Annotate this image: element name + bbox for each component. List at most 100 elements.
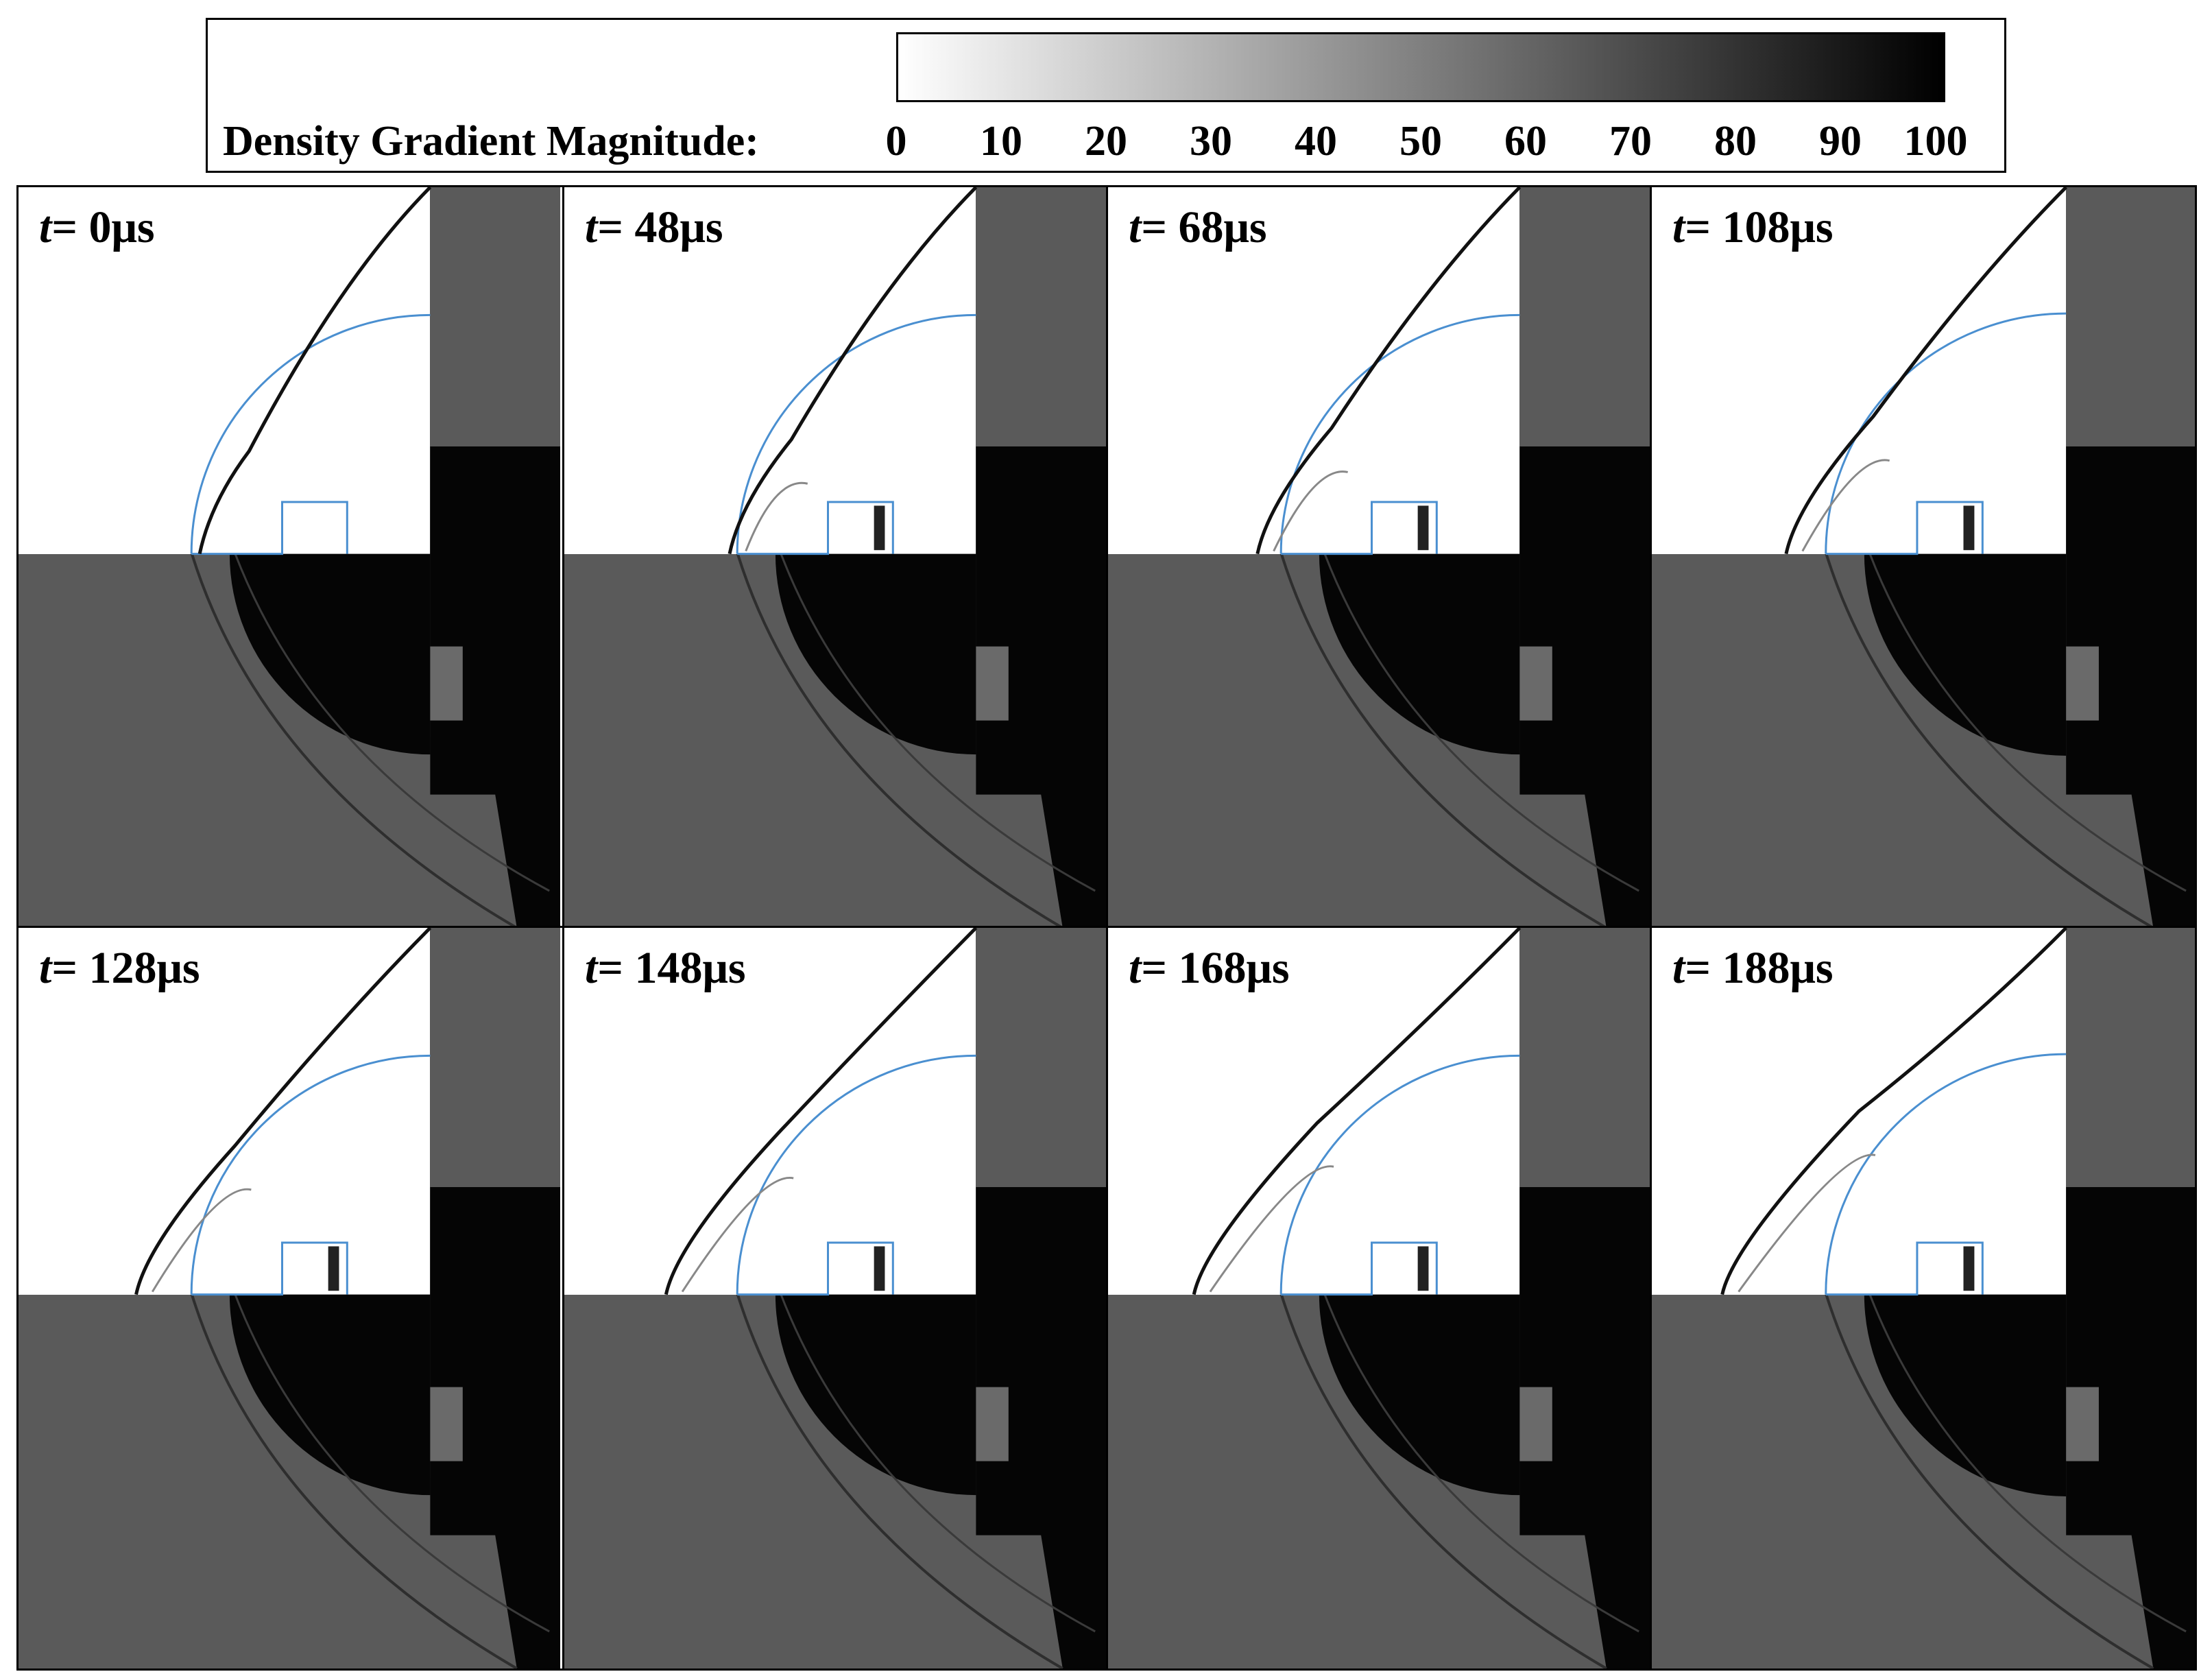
flow-field-graphic <box>664 928 1106 1669</box>
bow-shock <box>197 187 432 555</box>
colorbar-tick: 40 <box>1295 118 1337 165</box>
simulation-image <box>1108 928 1520 1295</box>
bow-shock <box>1255 187 1522 555</box>
sting-notch <box>430 646 463 721</box>
sting-notch <box>1519 646 1552 721</box>
time-label: t= 48μs <box>585 202 723 252</box>
simulation-image <box>564 928 976 1295</box>
experiment-secondary-shock <box>234 1294 550 1633</box>
experiment-secondary-shock <box>1868 1294 2187 1633</box>
time-panel-108: t= 108μs <box>1650 187 2195 928</box>
body-shadow <box>775 1294 976 1496</box>
spike-outline <box>1825 1241 1984 1296</box>
flow-field-graphic <box>1784 187 2195 928</box>
simulation-image <box>19 928 431 1295</box>
time-panel-188: t= 188μs <box>1650 928 2195 1669</box>
time-label: t= 68μs <box>1129 202 1267 252</box>
model-sting-shadow <box>2066 1187 2195 1669</box>
colorbar-tick: 30 <box>1190 118 1232 165</box>
experiment-bow-shock <box>190 1294 518 1669</box>
separation-shock <box>681 1176 794 1293</box>
model-sting-shadow <box>1519 1187 1650 1669</box>
simulation-image <box>19 187 431 554</box>
time-label: t= 188μs <box>1672 943 1834 993</box>
experiment-bow-shock <box>1825 553 2154 928</box>
spike-tip-gradient <box>1963 1246 1975 1291</box>
sting-notch <box>2066 1387 2099 1461</box>
flow-field-graphic <box>134 928 560 1669</box>
flow-field-graphic <box>1255 187 1650 928</box>
body-shadow <box>229 553 431 755</box>
colorbar-tick: 0 <box>885 118 907 165</box>
spike-tip-gradient <box>1963 505 1975 551</box>
colorbar-tick: 100 <box>1903 118 1968 165</box>
model-sting-shadow <box>430 1187 560 1669</box>
separation-shock <box>1738 1153 1876 1293</box>
experiment-secondary-shock <box>1323 553 1639 892</box>
body-shadow <box>1864 1294 2067 1496</box>
colorbar-label: Density Gradient Magnitude: <box>223 118 759 165</box>
body-shadow <box>1319 1294 1520 1496</box>
bow-shock <box>1720 928 2067 1295</box>
model-sting-shadow <box>430 446 560 928</box>
panel-row-2: t= 128μs t= 148μs t= 168μs t= 188μs <box>16 926 2197 1671</box>
experiment-bow-shock <box>736 553 1063 928</box>
experiment-secondary-shock <box>780 1294 1096 1633</box>
experiment-bow-shock <box>1825 1294 2154 1669</box>
simulation-image <box>1652 187 2067 554</box>
colorbar-tick: 90 <box>1819 118 1862 165</box>
spike-tip-gradient <box>1417 1246 1429 1291</box>
colorbar-tick: 50 <box>1399 118 1442 165</box>
model-sting-shadow <box>1519 446 1650 928</box>
spike-tip-gradient <box>874 505 885 551</box>
time-label: t= 148μs <box>585 943 746 993</box>
sting-notch <box>976 1387 1009 1461</box>
experiment-bow-shock <box>1279 1294 1607 1669</box>
model-sting-shadow <box>2066 446 2195 928</box>
experiment-secondary-shock <box>780 553 1096 892</box>
separation-shock <box>745 481 808 552</box>
spike-tip-gradient <box>874 1246 885 1291</box>
body-shadow <box>1864 553 2067 756</box>
spike-outline <box>737 501 894 555</box>
spike-tip-gradient <box>1417 505 1429 551</box>
separation-shock <box>1209 1165 1334 1293</box>
sting-notch <box>976 646 1009 721</box>
bow-shock <box>664 928 978 1295</box>
sting-notch <box>1519 1387 1552 1461</box>
flow-field-graphic <box>190 187 560 928</box>
time-panel-128: t= 128μs <box>19 928 560 1669</box>
panel-row-1: t= 0μs t= 48μs t= 68μs t= 108μs <box>16 185 2197 930</box>
time-panel-68: t= 68μs <box>1106 187 1650 928</box>
time-label: t= 168μs <box>1129 943 1290 993</box>
colorbar-tick: 80 <box>1714 118 1757 165</box>
simulation-image <box>1108 187 1520 554</box>
colorbar-legend: Density Gradient Magnitude: 0 10 20 30 4… <box>206 18 2006 173</box>
time-panel-168: t= 168μs <box>1106 928 1650 1669</box>
colorbar-tick: 70 <box>1609 118 1652 165</box>
simulation-image <box>564 187 976 554</box>
time-label: t= 0μs <box>39 202 155 252</box>
time-label: t= 128μs <box>39 943 200 993</box>
time-panel-0: t= 0μs <box>19 187 560 928</box>
experiment-secondary-shock <box>234 553 550 892</box>
bow-shock <box>1192 928 1522 1295</box>
separation-shock <box>1801 459 1890 552</box>
sting-notch <box>2066 646 2099 721</box>
spike-outline <box>1281 1241 1438 1296</box>
spike-outline <box>1825 501 1984 555</box>
body-outline <box>736 313 976 554</box>
flow-field-graphic <box>1192 928 1650 1669</box>
flow-field-graphic <box>728 187 1106 928</box>
body-outline <box>1279 1054 1520 1295</box>
experiment-bow-shock <box>736 1294 1063 1669</box>
bow-shock <box>1784 187 2067 555</box>
colorbar-gradient <box>896 32 1945 102</box>
colorbar-tick: 10 <box>980 118 1022 165</box>
separation-shock <box>151 1188 252 1293</box>
colorbar-tick: 60 <box>1504 118 1547 165</box>
spike-outline <box>1281 501 1438 555</box>
experiment-secondary-shock <box>1868 553 2187 892</box>
spike-tip-gradient <box>328 1246 339 1291</box>
body-outline <box>190 313 431 554</box>
